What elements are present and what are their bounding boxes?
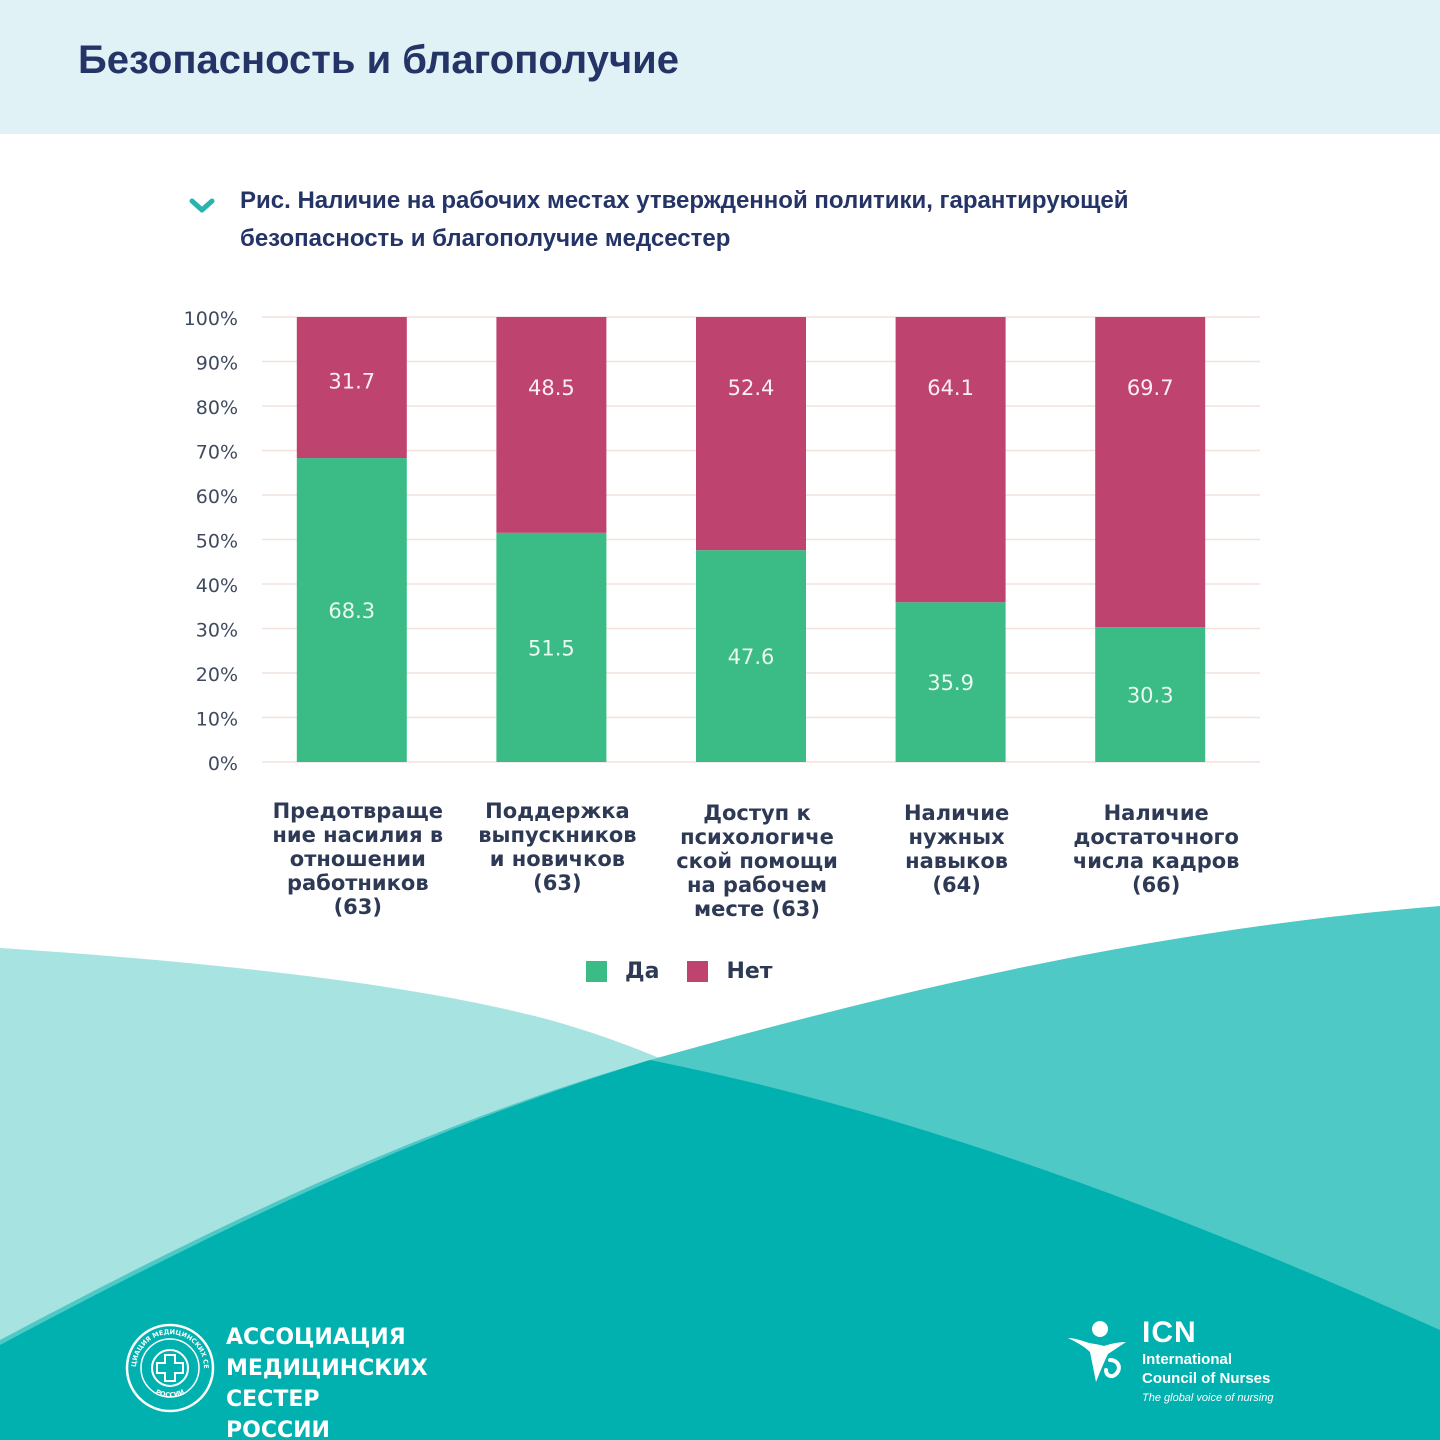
x-category-label: Предотвраще ние насилия в отношении работни… [268, 799, 448, 919]
legend-label-no: Нет [726, 958, 773, 984]
bar-yes [296, 458, 407, 762]
x-category-label-line: (63) [333, 895, 382, 919]
icn-name: International Council of Nurses [1142, 1351, 1271, 1387]
x-category-label-line: навыков [905, 849, 1009, 873]
bar-no [296, 317, 407, 459]
y-tick-label: 0% [208, 753, 238, 775]
data-label: 69.7 [1127, 376, 1174, 400]
x-category-label-line: отношении [289, 847, 426, 871]
legend-item-yes: Да [586, 959, 659, 984]
data-label: 68.3 [328, 599, 375, 623]
x-category-label: Наличие достаточного числа кадров (66) [1066, 801, 1246, 897]
x-category-label: Доступ к психологиче ской помощи на рабочем… [667, 801, 847, 921]
medical-cross-seal-icon: АССОЦИАЦИЯ МЕДИЦИНСКИХ СЕСТЕР РОССИИ [124, 1322, 215, 1413]
data-label: 35.9 [927, 671, 974, 695]
x-category-label-line: ской помощи [676, 849, 838, 873]
x-category-label-line: Наличие [903, 801, 1010, 825]
nurse-figure-icon [1068, 1321, 1126, 1382]
data-label: 52.4 [728, 376, 775, 400]
x-category-label: Наличие нужных навыков (64) [867, 801, 1047, 897]
y-tick-label: 20% [196, 664, 238, 686]
y-tick-label: 100% [184, 308, 238, 330]
svg-text:РОССИИ: РОССИИ [154, 1388, 185, 1399]
data-label: 51.5 [528, 636, 575, 660]
data-label: 47.6 [728, 645, 775, 669]
wave-dark [0, 1060, 1440, 1440]
x-category-label-line: (66) [1131, 873, 1181, 897]
bar-no [496, 317, 607, 533]
y-tick-label: 80% [196, 397, 238, 419]
legend-swatch-no [687, 960, 709, 982]
bar-no [696, 317, 806, 551]
icn-logo: ICN International Council of Nurses The … [1066, 1316, 1326, 1416]
data-label: 31.7 [328, 369, 375, 393]
bar-no [895, 317, 1006, 603]
x-category-label-line: Предотвраще [272, 799, 443, 823]
x-category-label-line: выпускников [478, 823, 637, 847]
y-tick-label: 60% [196, 486, 238, 508]
data-label: 64.1 [927, 376, 974, 400]
legend-item-no: Нет [687, 958, 773, 984]
data-label: 48.5 [528, 376, 575, 400]
figure-caption: Рис. Наличие на рабочих местах утвержден… [240, 187, 1129, 252]
icn-abbreviation: ICN [1142, 1316, 1197, 1349]
y-tick-label: 10% [196, 709, 238, 731]
x-category-label-line: достаточного [1073, 825, 1239, 849]
y-tick-label: 30% [196, 620, 238, 642]
seal-top-text: АССОЦИАЦИЯ МЕДИЦИНСКИХ СЕСТЕР [124, 1322, 210, 1369]
bar-yes [895, 602, 1006, 762]
y-tick-label: 70% [196, 442, 238, 464]
x-category-label-line: месте (63) [694, 897, 820, 921]
bar-yes [696, 550, 806, 762]
data-label: 30.3 [1127, 684, 1174, 708]
icn-tagline: The global voice of nursing [1142, 1392, 1274, 1404]
x-category-label-line: Доступ к [703, 801, 811, 825]
bar-no [1095, 317, 1206, 628]
y-tick-label: 90% [196, 353, 238, 375]
x-category-label-line: работников [286, 871, 429, 895]
x-category-label-line: Поддержка [485, 799, 630, 823]
page-title: Безопасность и благополучие [78, 38, 679, 82]
x-category-label-line: на рабочем [686, 873, 828, 897]
chevron-down-icon [189, 198, 215, 213]
x-category-label-line: числа кадров [1072, 849, 1240, 873]
x-category-label-line: и новичков [489, 847, 626, 871]
svg-text:АССОЦИАЦИЯ МЕДИЦИНСКИХ СЕСТЕР: АССОЦИАЦИЯ МЕДИЦИНСКИХ СЕСТЕР [124, 1322, 210, 1369]
x-category-label-line: нужных [908, 825, 1005, 849]
header-band [0, 0, 1440, 134]
y-tick-label: 50% [196, 531, 238, 553]
x-category-label: Поддержка выпускников и новичков (63) [467, 799, 647, 895]
x-category-label-line: (64) [932, 873, 981, 897]
bar-yes [1095, 627, 1206, 762]
legend-swatch-yes [586, 960, 607, 982]
x-category-label-line: психологиче [680, 825, 834, 849]
bar-yes [496, 532, 607, 762]
legend: Да Нет [586, 956, 801, 986]
org-name: АССОЦИАЦИЯ МЕДИЦИНСКИХ СЕСТЕР РОССИИ [226, 1325, 428, 1440]
x-category-label-line: Наличие [1103, 801, 1209, 825]
y-tick-label: 40% [196, 575, 238, 597]
seal-bottom-text: РОССИИ [154, 1388, 185, 1399]
x-category-label-line: (63) [533, 871, 582, 895]
legend-label-yes: Да [625, 958, 660, 984]
x-category-label-line: ние насилия в [272, 823, 444, 847]
